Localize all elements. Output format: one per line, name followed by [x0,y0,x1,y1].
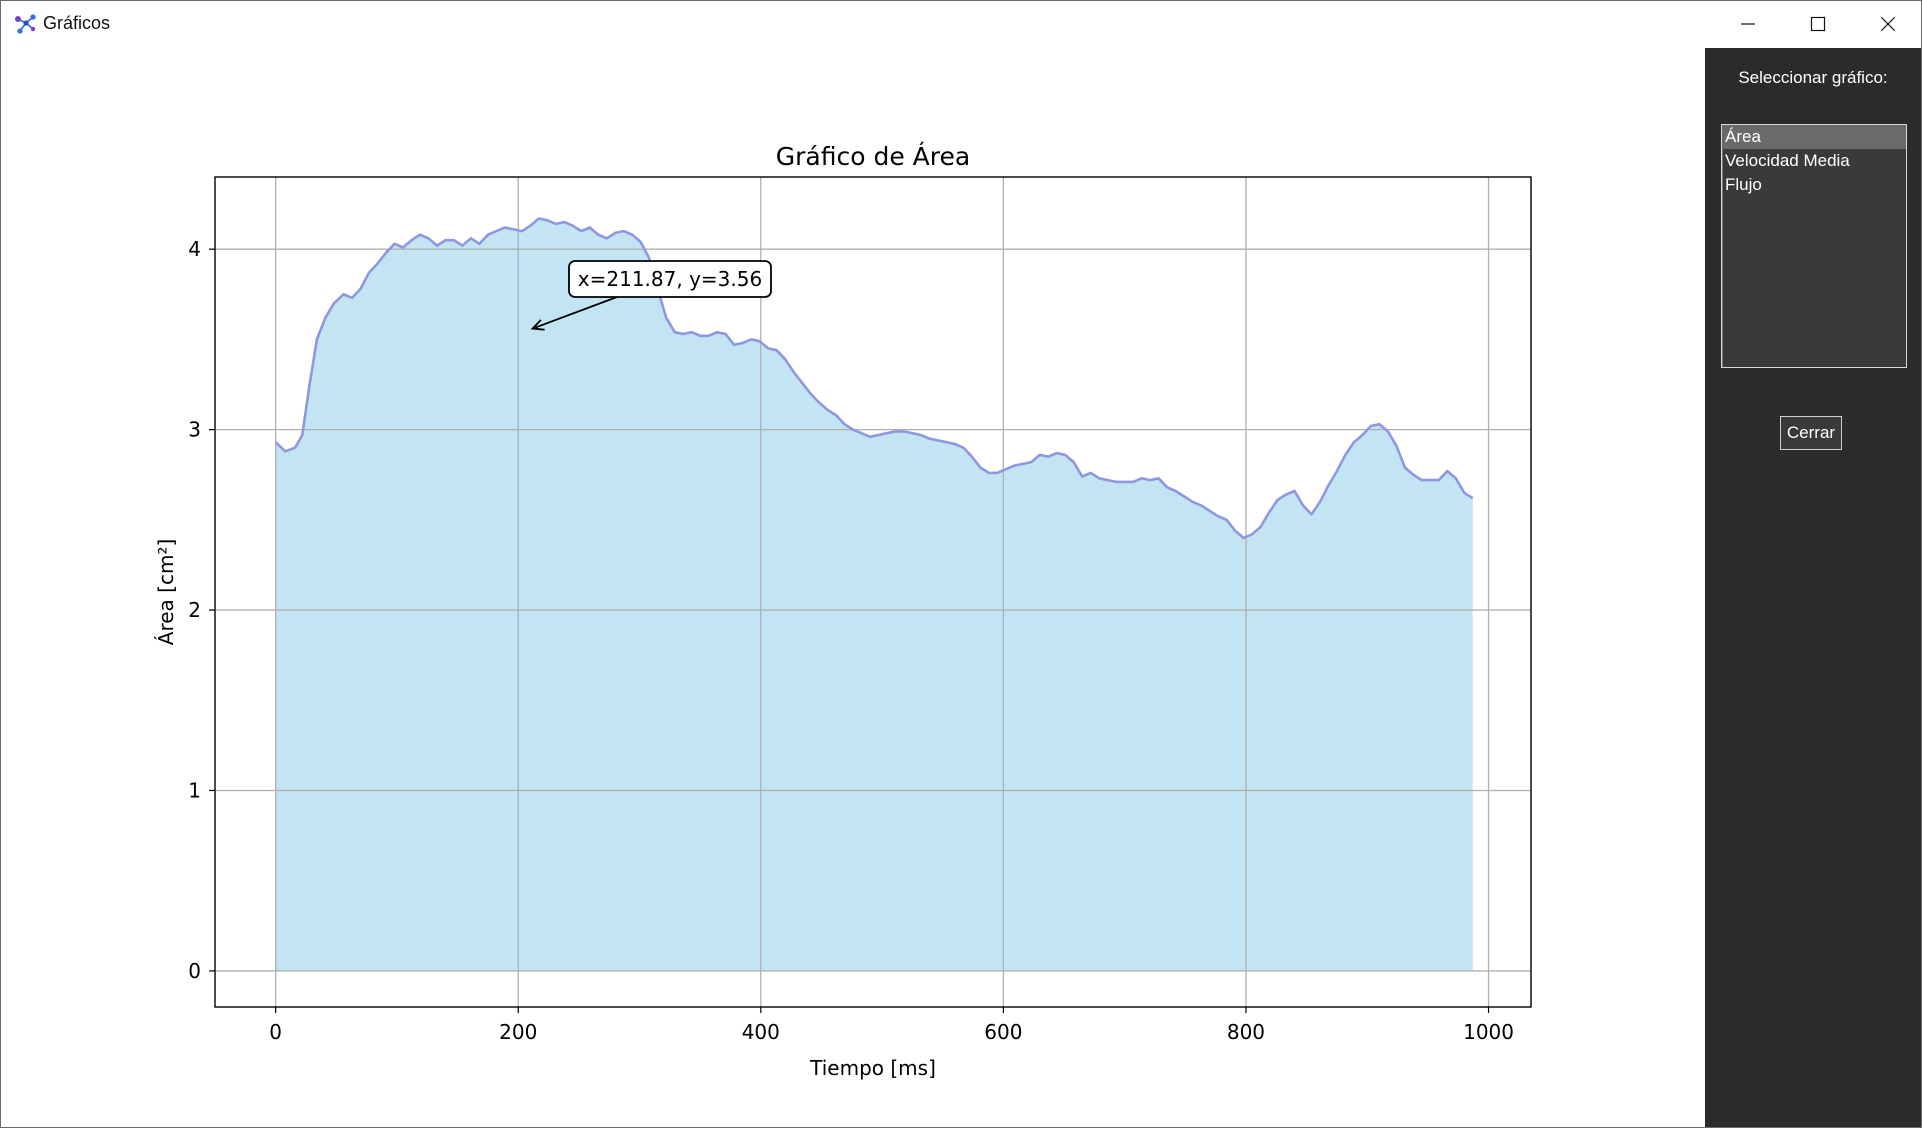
title-bar[interactable]: Gráficos [1,1,1921,47]
minimize-button[interactable] [1713,1,1783,47]
close-window-button[interactable] [1853,1,1921,47]
minimize-icon [1741,23,1755,25]
sidebar: Seleccionar gráfico: Área Velocidad Medi… [1705,48,1921,1127]
area-chart: 0 200 400 600 800 1000 0 1 2 3 4 Gráfico de Área Tie… [154,142,1532,1080]
y-tick-label: 2 [188,598,201,622]
y-tick-label: 0 [188,959,201,983]
chart-title: Gráfico de Área [776,142,970,171]
y-axis-label: Área [cm²] [154,539,178,645]
maximize-button[interactable] [1783,1,1853,47]
plot-area: 0 200 400 600 800 1000 0 1 2 3 4 Gráfico de Área Tie… [1,47,1705,1127]
x-axis-label: Tiempo [ms] [809,1056,936,1080]
close-button[interactable]: Cerrar [1780,416,1842,450]
app-icon [13,12,37,36]
x-tick-label: 0 [269,1020,282,1044]
listbox-option-velocidad-media[interactable]: Velocidad Media [1725,151,1850,170]
y-tick-label: 4 [188,237,201,261]
chart-listbox[interactable]: Área Velocidad Media Flujo [1721,124,1907,368]
x-tick-label: 400 [742,1020,780,1044]
y-tick-label: 3 [188,418,201,442]
annotation-label: x=211.87, y=3.56 [578,267,762,291]
select-chart-label: Seleccionar gráfico: [1738,68,1888,87]
close-icon [1881,17,1895,31]
window-title: Gráficos [43,13,111,33]
listbox-option-flujo[interactable]: Flujo [1725,175,1762,194]
series-line [274,217,1474,540]
listbox-option-area[interactable]: Área [1722,125,1906,149]
y-tick-label: 1 [188,778,201,802]
annotation-arrow [532,296,618,330]
annotation-arrowhead [530,319,545,331]
x-tick-label: 800 [1227,1020,1265,1044]
maximize-icon [1810,16,1826,32]
area-fill [275,218,1473,971]
axes-frame [214,176,1532,1008]
x-tick-label: 200 [499,1020,537,1044]
annotation-box [568,260,772,298]
x-tick-label: 1000 [1463,1020,1514,1044]
x-tick-label: 600 [984,1020,1022,1044]
